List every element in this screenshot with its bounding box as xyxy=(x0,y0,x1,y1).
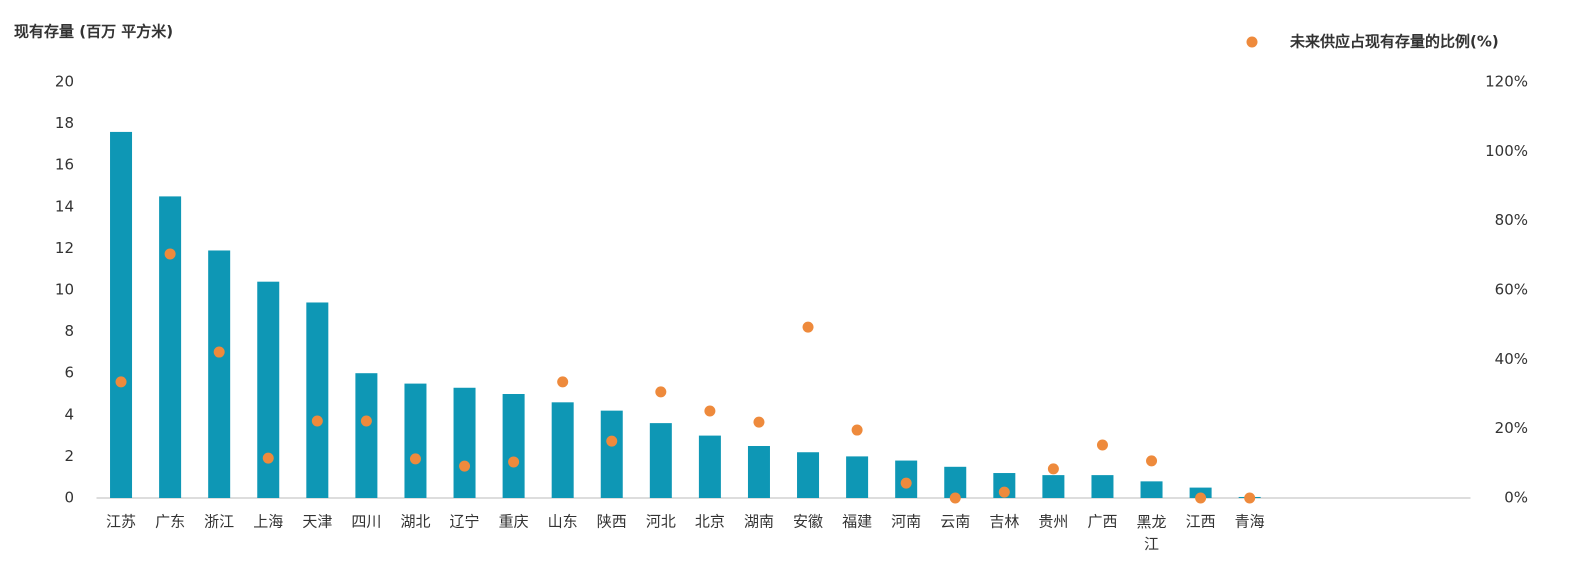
dot xyxy=(409,453,421,465)
dot xyxy=(115,376,127,388)
x-tick-label: 山东 xyxy=(548,513,578,531)
x-tick-label: 湖南 xyxy=(744,513,774,531)
bar xyxy=(944,466,967,498)
bar xyxy=(453,387,476,498)
dot xyxy=(311,415,323,427)
bar xyxy=(747,446,770,498)
dot xyxy=(753,416,765,428)
bar xyxy=(110,131,133,499)
x-tick-label: 北京 xyxy=(695,513,725,531)
dot xyxy=(1047,463,1059,475)
y-tick-label: 6 xyxy=(64,364,74,382)
y2-tick-label: 0% xyxy=(1504,489,1528,507)
dot xyxy=(949,492,961,504)
x-tick-label: 四川 xyxy=(351,513,381,531)
dot xyxy=(606,435,618,447)
y-tick-label: 0 xyxy=(64,489,74,507)
dot xyxy=(360,415,372,427)
dot xyxy=(655,386,667,398)
dot xyxy=(508,456,520,468)
y-axis-title: 现有存量 (百万 平方米) xyxy=(14,23,173,41)
x-tick-label: 云南 xyxy=(940,513,970,531)
y-tick-label: 20 xyxy=(55,73,74,91)
dot xyxy=(900,477,912,489)
y-tick-label: 8 xyxy=(64,322,74,340)
bar xyxy=(993,473,1016,498)
bar xyxy=(600,410,623,498)
bar xyxy=(797,452,820,498)
dot xyxy=(802,321,814,333)
bar xyxy=(846,456,869,498)
y2-tick-label: 20% xyxy=(1495,419,1528,437)
dot xyxy=(262,452,274,464)
bar xyxy=(355,373,378,498)
bar xyxy=(159,196,182,498)
y-tick-label: 4 xyxy=(64,405,74,423)
bar xyxy=(257,281,280,498)
y-tick-label: 12 xyxy=(55,239,74,257)
legend-marker xyxy=(1246,36,1258,48)
x-tick-label: 河北 xyxy=(646,513,676,531)
bar xyxy=(551,402,574,498)
x-tick-label: 河南 xyxy=(891,513,921,531)
y-tick-label: 10 xyxy=(55,281,74,299)
y2-tick-label: 120% xyxy=(1485,73,1528,91)
dot xyxy=(1244,492,1256,504)
dot xyxy=(1146,455,1158,467)
y-tick-label: 16 xyxy=(55,156,74,174)
x-tick-label: 福建 xyxy=(842,513,872,531)
x-tick-label: 贵州 xyxy=(1038,513,1068,531)
x-tick-label: 湖北 xyxy=(400,513,430,531)
x-tick-label: 吉林 xyxy=(989,513,1019,531)
bar xyxy=(404,383,427,498)
y2-tick-label: 60% xyxy=(1495,281,1528,299)
y-tick-label: 14 xyxy=(55,197,74,215)
bar xyxy=(208,250,231,498)
dot xyxy=(557,376,569,388)
bar xyxy=(502,394,525,498)
x-tick-label: 陕西 xyxy=(597,513,627,531)
dot xyxy=(998,486,1010,498)
bar xyxy=(1091,475,1114,498)
y-tick-label: 18 xyxy=(55,114,74,132)
x-tick-label: 江苏 xyxy=(106,513,136,531)
x-tick-label: 广东 xyxy=(155,513,185,531)
y2-tick-label: 100% xyxy=(1485,142,1528,160)
dot xyxy=(1096,439,1108,451)
dot xyxy=(851,424,863,436)
x-tick-label: 江西 xyxy=(1186,513,1216,531)
x-tick-label: 黑龙江 xyxy=(1137,513,1167,553)
x-tick-label: 广西 xyxy=(1087,513,1117,531)
bar xyxy=(649,423,672,498)
bar xyxy=(1042,475,1065,498)
legend-label: 未来供应占现有存量的比例(%) xyxy=(1289,33,1499,51)
x-tick-label: 青海 xyxy=(1235,513,1265,531)
bar xyxy=(698,435,721,498)
x-tick-label: 辽宁 xyxy=(450,513,480,531)
dot xyxy=(1195,492,1207,504)
y2-tick-label: 40% xyxy=(1495,350,1528,368)
dot xyxy=(459,460,471,472)
dot xyxy=(164,248,176,260)
x-tick-label: 安徽 xyxy=(793,513,823,531)
y2-tick-label: 80% xyxy=(1495,211,1528,229)
bar xyxy=(306,302,329,498)
x-tick-label: 重庆 xyxy=(499,513,529,531)
y-tick-label: 2 xyxy=(64,447,74,465)
x-tick-label: 天津 xyxy=(302,513,332,531)
x-tick-label: 上海 xyxy=(253,513,283,531)
bar xyxy=(1140,481,1163,498)
x-tick-label: 浙江 xyxy=(204,513,234,531)
dot xyxy=(213,346,225,358)
dot xyxy=(704,405,716,417)
